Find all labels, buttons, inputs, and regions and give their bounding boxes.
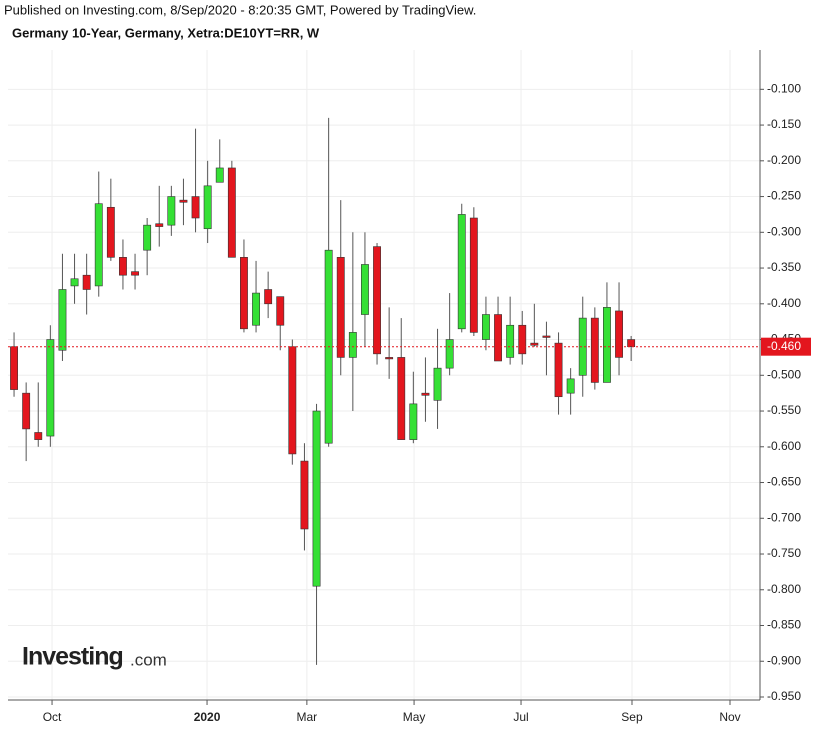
y-tick-label: -0.150	[767, 117, 801, 131]
candle-body	[348, 332, 357, 358]
y-tick-label: -0.650	[767, 475, 801, 489]
candle-body	[397, 357, 406, 440]
logo-suffix: .com	[130, 650, 167, 669]
y-tick-label: -0.550	[767, 403, 801, 417]
last-price-box	[761, 337, 811, 356]
x-tick-label: Oct	[43, 710, 62, 724]
x-tick-label: 2020	[194, 710, 221, 724]
candle-body	[530, 342, 539, 346]
candle-body	[179, 199, 188, 203]
y-tick-label: -0.800	[767, 582, 801, 596]
candle-body	[70, 278, 79, 287]
grid	[8, 50, 760, 700]
x-tick-label: Sep	[621, 710, 643, 724]
candle-body	[445, 339, 454, 369]
y-tick-label: -0.700	[767, 510, 801, 524]
candle-body	[433, 367, 442, 401]
candle-body	[119, 257, 127, 276]
plot	[8, 117, 760, 665]
y-tick-label: -0.250	[767, 189, 801, 203]
candle-body	[566, 378, 575, 394]
candle-body	[155, 223, 164, 227]
x-tick-label: Jul	[513, 710, 528, 724]
candle-body	[143, 224, 152, 251]
candle-body	[554, 342, 563, 398]
candle-body	[578, 317, 587, 376]
y-tick-label: -0.100	[767, 81, 801, 95]
published-note: Published on Investing.com, 8/Sep/2020 -…	[4, 2, 476, 17]
candle-body	[457, 214, 466, 330]
candle-body	[590, 317, 599, 383]
y-tick-label: -0.950	[767, 689, 801, 703]
candle-body	[191, 196, 200, 219]
candle-body	[506, 324, 515, 358]
candle-body	[203, 185, 212, 230]
candle-body	[542, 335, 551, 338]
candle-body	[469, 217, 478, 333]
candle-body	[518, 324, 527, 355]
candle-body	[264, 289, 273, 305]
logo-name: Investing	[22, 643, 123, 671]
candle-body	[361, 264, 369, 315]
candle-body	[615, 310, 623, 358]
candle-body	[288, 346, 297, 455]
y-tick-label: -0.400	[767, 296, 801, 310]
x-tick-label: Nov	[719, 710, 740, 724]
candle-body	[46, 339, 55, 437]
candle-body	[385, 357, 394, 360]
axes: -0.100 -0.150 -0.200 -0.250 -0.300 -0.350 -0.4…	[8, 50, 811, 724]
candle-body	[106, 206, 115, 258]
y-tick-label: -0.900	[767, 653, 801, 667]
candle-body	[421, 392, 430, 396]
candle-body	[373, 246, 381, 355]
candle-body	[603, 307, 611, 383]
candle-body	[409, 403, 418, 440]
candle-body	[240, 257, 248, 330]
candle-body	[10, 346, 18, 390]
y-tick-label: -0.350	[767, 260, 801, 274]
candle-body	[94, 203, 103, 287]
y-tick-label: -0.200	[767, 153, 801, 167]
symbol-title: Germany 10-Year, Germany, Xetra:DE10YT=R…	[12, 25, 320, 40]
y-tick-label: -0.300	[767, 224, 801, 238]
y-tick-label: -0.500	[767, 367, 801, 381]
candle-body	[627, 339, 636, 347]
y-tick-label: -0.750	[767, 546, 801, 560]
candle-body	[34, 432, 43, 440]
candle-body	[131, 271, 139, 276]
candle-body	[58, 289, 67, 351]
candle-body	[167, 196, 176, 226]
candle-body	[215, 167, 224, 183]
x-tick-label: May	[403, 710, 426, 724]
candle-body	[482, 314, 490, 340]
candle-body	[252, 292, 260, 326]
candle-body	[300, 460, 309, 530]
y-tick-label: -0.600	[767, 439, 801, 453]
candle-body	[22, 392, 31, 430]
candle-body	[227, 167, 236, 258]
candle-body	[82, 274, 91, 290]
candle-body	[276, 296, 285, 326]
y-tick-label: -0.850	[767, 618, 801, 632]
candle-body	[336, 257, 345, 358]
candle-body	[312, 410, 321, 587]
last-price-label: -0.460	[767, 339, 801, 353]
candle-body	[494, 314, 502, 362]
x-tick-label: Mar	[297, 710, 318, 724]
